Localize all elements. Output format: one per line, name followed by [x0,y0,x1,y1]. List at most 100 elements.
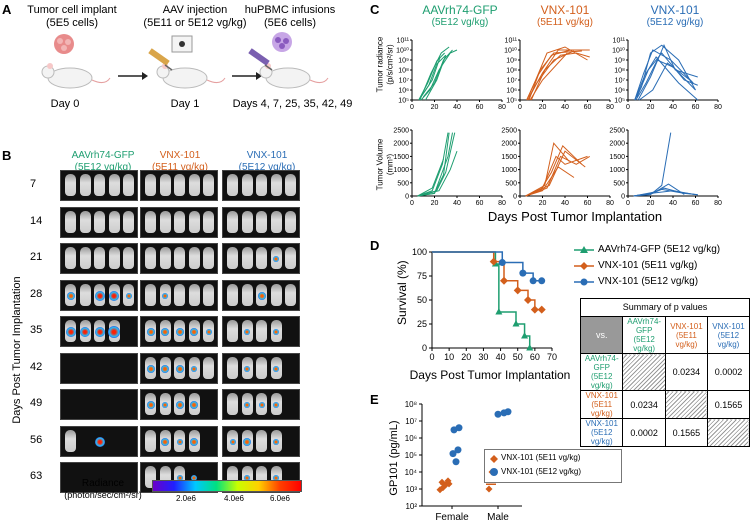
mouse-image [203,174,214,196]
panel-label-b: B [2,148,12,163]
bioluminescence-signal [66,291,75,300]
c-group2-name: VNX-101 [540,3,590,17]
ivis-image [222,206,300,238]
tick-label: 10⁵ [506,98,517,105]
panel-c-plots: 10⁵ 10⁶ 10⁷ 10⁸ 10⁹ 10¹⁰ 10¹¹ 0 20 40 60 80 0 500 1000… [393,38,722,208]
radiance-trace [420,56,441,98]
tick-label: 25 [417,319,427,329]
bioluminescence-signal [244,329,250,335]
mouse-image [270,174,282,196]
mouse-image [241,247,253,269]
bioluminescence-signal [162,402,168,408]
data-point [444,477,452,485]
pv-col-header: VNX-101 [670,321,703,331]
step2-day: Day 1 [170,98,200,110]
gp101-chart: 10² 10³ 10⁴ 10⁵ 10⁶ 10⁷ 10⁸ Female Male [405,400,522,523]
tick-label: 20 [539,200,547,207]
day-label: 56 [30,433,43,446]
pv-cell: 0.0234 [622,390,666,419]
step2-sub: (5E11 or 5E12 vg/kg) [143,17,247,29]
mouse-image [256,356,267,379]
bioluminescence-signal [258,402,265,408]
survival-marker [500,276,508,285]
tick-label: 0 [518,104,522,111]
volume-trace [633,188,698,197]
bioluminescence-signal [205,329,212,335]
bioluminescence-signal [161,364,169,373]
mouse-image [256,174,267,196]
mouse-image [145,210,156,233]
day-label: 49 [30,397,43,409]
data-point [454,446,462,454]
mouse-image [79,247,91,269]
mouse-image [94,210,105,233]
tick-label: 60 [584,104,592,111]
pv-col-header: VNX-101 [712,321,745,331]
volume-trace [525,155,591,197]
mouse-image [145,247,156,269]
tick-label: 50 [513,352,523,362]
mouse-image [145,283,156,306]
tick-label: 10⁹ [398,58,409,65]
mouse-image [65,174,76,196]
mouse-image [227,356,238,379]
ivis-image [140,243,218,274]
ivis-image [140,316,218,347]
mouse-image [256,320,267,342]
mouse-image [227,393,238,415]
tick-label: 40 [496,352,506,362]
pv-col-header: AAVrh74-GFP [627,317,662,335]
mouse-icon [156,63,226,89]
bioluminescence-signal [191,365,197,372]
data-point [504,408,512,416]
mouse-image [256,247,267,269]
step1-title: Tumor cell implant [27,4,117,16]
survival-marker [519,269,527,277]
radiance-trace [634,56,699,101]
mouse-image [285,174,296,196]
ivis-image [140,279,218,311]
tick-label: 20 [647,200,655,207]
bioluminescence-signal [273,475,279,481]
tick-label: 40 [453,200,461,207]
mouse-image [145,466,156,488]
ivis-image [60,462,138,493]
ivis-image [222,243,300,274]
bioluminescence-signal [80,327,90,337]
mouse-image [203,283,214,306]
colorbar-tick: 6.0e6 [269,494,291,503]
mouse-image [65,429,76,452]
ivis-image [140,170,218,201]
mouse-image [227,247,238,269]
b-ylabel: Days Post Tumor Implantation [11,276,23,424]
legend-item: VNX-101 (5E11 vg/kg) [501,453,581,462]
b-group2-dose: (5E11 vg/kg) [152,162,208,173]
tick-label: 100 [412,247,427,257]
ivis-image [60,206,138,238]
data-point [455,424,463,432]
mouse-image [227,210,238,233]
survival-legend: AAVrh74-GFP (5E12 vg/kg) VNX-101 (5E11 v… [572,243,750,295]
tick-label: 20 [461,352,471,362]
day-label: 28 [30,287,43,300]
tick-label: 80 [714,200,722,207]
volume-trace [417,132,449,197]
pv-col-header: (5E11 vg/kg) [675,330,698,349]
tick-label: 50 [417,295,427,305]
data-point [494,410,502,418]
tick-label: 60 [476,104,484,111]
day-label: 21 [30,251,43,263]
tick-label: 0 [513,194,517,201]
step3-sub: (5E6 cells) [264,17,316,29]
tick-label: 40 [669,104,677,111]
bioluminescence-signal [273,365,279,372]
survival-marker [489,257,498,266]
panel-label-c: C [370,2,380,17]
volume-trace [525,150,586,197]
pv-col-header: (5E12 vg/kg) [633,335,656,353]
mouse-image [203,210,214,233]
tick-label: 10⁴ [405,468,418,477]
mouse-image [285,283,296,306]
mouse-image [123,174,134,196]
pv-cell: 0.1565 [664,418,708,447]
